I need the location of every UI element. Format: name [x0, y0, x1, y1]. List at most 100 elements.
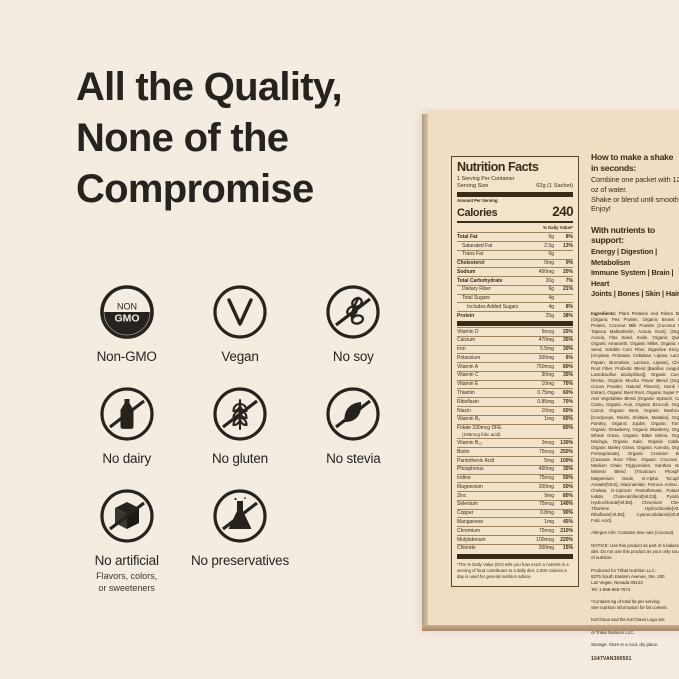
badge-label-vegan: Vegan [221, 349, 259, 364]
fat-content-note: *Contains 6g of total fat per serving. S… [591, 598, 668, 611]
nutrient-row: Biotin 75mcg 250% [457, 447, 573, 456]
nutrient-row: Iron 5.5mg 30% [457, 344, 573, 354]
nutrient-amount: 0.85mg [537, 398, 554, 405]
nutrient-name: Chloride [457, 545, 476, 552]
nutrient-name: Copper [457, 510, 474, 517]
nutrient-name: Vitamin E [457, 381, 479, 388]
divider-thick [457, 191, 573, 197]
nutrient-amount: 9mg [544, 492, 554, 499]
badge-row-1: NON GMO Non-GMO Vegan [70, 284, 410, 380]
nutrient-amount: 10mg [541, 407, 554, 414]
nutrient-row: Niacin 10mg 60% [457, 406, 573, 415]
nutrition-facts-title: Nutrition Facts [457, 160, 539, 174]
trademark-note: Ka'Chava and the Ka'Chava Logo are trade… [591, 617, 665, 636]
nutrient-name: Protein [457, 312, 475, 319]
package-right-column: How to make a shake in seconds: Combine … [591, 152, 679, 662]
badge-sub-no-artificial: Flavors, colors, or sweeteners [96, 571, 158, 593]
badge-vegan: Vegan [183, 284, 296, 364]
nutrient-amount: 0.8mg [540, 510, 554, 517]
nutrient-daily-value: 45% [562, 519, 573, 526]
nutrient-amount: 100mcg [536, 536, 554, 543]
nutrient-row: Calcium 470mg 35% [457, 335, 573, 345]
folate-sub-note: (195mcg folic acid) [462, 432, 501, 438]
nutrient-daily-value: 30% [562, 346, 573, 353]
badge-label-no-artificial: No artificial [94, 553, 159, 568]
nutrient-daily-value: 15% [562, 545, 573, 552]
nutrient-name: Sodium [457, 268, 476, 275]
nutrition-facts-panel: Nutrition Facts 1 Serving Per Container … [451, 156, 579, 587]
badge-label-no-dairy: No dairy [102, 451, 151, 466]
nutrient-daily-value: 220% [560, 536, 573, 543]
nutrient-row: Thiamin 0.75mg 60% [457, 388, 573, 397]
divider-thick-2 [457, 320, 573, 326]
nutrient-daily-value: 35% [562, 372, 573, 379]
nutrient-row: Vitamin C 30mg 35% [457, 370, 573, 380]
page-title: All the Quality, None of the Compromise [76, 62, 426, 214]
no-gluten-icon [213, 387, 267, 441]
nutrient-tag-line-2: Immune System | Brain | Heart [591, 268, 674, 288]
nutrient-daily-value: 70% [562, 398, 573, 405]
nutrient-daily-value: 210% [560, 527, 573, 534]
nutrient-daily-value: 140% [560, 501, 573, 508]
nutrient-row: Total Sugars 4g [457, 293, 573, 303]
nutrient-row: Saturated Fat 2.5g 13% [457, 240, 573, 250]
nutrient-row: Trans Fat 0g [457, 249, 573, 259]
ingredients-text: Plant Proteins And Fibers Blend (Organic… [591, 310, 679, 524]
nutrient-name: Zinc [457, 492, 467, 499]
nutrient-name: Trans Fat [462, 251, 484, 258]
nutrient-row: Chloride 300mg 15% [457, 543, 573, 553]
nutrient-daily-value: 130% [560, 440, 573, 446]
nutrient-daily-value: 50% [562, 483, 573, 490]
calories-row: Calories 240 [457, 203, 574, 221]
non-gmo-icon: NON GMO [99, 285, 154, 339]
badge-no-gluten: No gluten [183, 386, 296, 466]
nutrient-name: Total Carbohydrate [457, 277, 503, 284]
producer-address: Produced for Tribal Nutrition LLC. 8275 … [591, 567, 665, 592]
nutrient-daily-value: 80% [562, 425, 573, 432]
lot-code: 1047VAN300501 [591, 655, 632, 662]
nutrient-tag-line-1: Energy | Digestion | Metabolism [591, 247, 658, 267]
nutrient-name: Calcium [457, 337, 476, 344]
nutrient-name: Chromium [457, 527, 481, 534]
nutrient-row: Includes Added Sugars 4g 8% [457, 302, 573, 311]
non-gmo-bottom-text: GMO [114, 313, 139, 325]
nutrient-amount: 0g [548, 251, 554, 258]
nutrient-row: Riboflavin 0.85mg 70% [457, 397, 573, 406]
no-dairy-icon [100, 387, 154, 441]
nutrient-daily-value: 6% [565, 354, 573, 361]
nutrient-name: Selenium [457, 501, 478, 508]
nutrient-amount: 5.5mg [540, 346, 554, 353]
nutrient-row: Dietary Fiber 6g 21% [457, 284, 573, 294]
nutrient-rows: Total Fat 6g 8% Saturated Fat 2.5g 13% Trans F… [457, 232, 573, 320]
nutrient-name: Total Sugars [462, 295, 490, 302]
no-stevia-icon [326, 387, 380, 441]
nutrient-name: Includes Added Sugars [467, 304, 519, 310]
nutrient-amount: 300mg [538, 354, 554, 361]
nutrient-amount: 6g [548, 233, 554, 240]
nutrient-row: Vitamin D 5mcg 25% [457, 326, 573, 336]
nutrient-amount: 6g [548, 286, 554, 293]
nutrient-amount: 5mg [544, 457, 554, 464]
badge-no-stevia: No stevia [297, 386, 410, 466]
nutrient-daily-value: 13% [562, 242, 573, 249]
nutrient-name: Total Fat [457, 233, 478, 240]
how-to-body: Combine one packet with 12 oz of water. … [591, 175, 679, 214]
nutrient-row: Magnesium 200mg 50% [457, 482, 573, 491]
nutrient-daily-value: 35% [562, 337, 573, 344]
nutrient-name: Niacin [457, 407, 471, 414]
badge-label-no-gluten: No gluten [211, 451, 268, 466]
attribute-badge-grid: NON GMO Non-GMO Vegan [70, 284, 410, 611]
nutrient-name: Magnesium [457, 483, 483, 490]
nutrient-row: Vitamin E 10mg 70% [457, 379, 573, 389]
nutrient-amount: 2.5g [544, 242, 554, 249]
nutrient-name: Saturated Fat [462, 242, 493, 249]
nutrient-amount: 75mcg [538, 527, 554, 534]
nutrient-row: Chromium 75mcg 210% [457, 526, 573, 535]
nutrient-row: Copper 0.8mg 90% [457, 508, 573, 518]
badge-no-soy: No soy [297, 284, 410, 364]
nutrient-amount: 4g [548, 304, 554, 310]
ingredients-block: Ingredients: Plant Proteins And Fibers B… [591, 311, 679, 525]
nutrient-amount: 25g [545, 312, 554, 319]
nutrient-name: Folate 330mcg DFE [457, 425, 502, 432]
